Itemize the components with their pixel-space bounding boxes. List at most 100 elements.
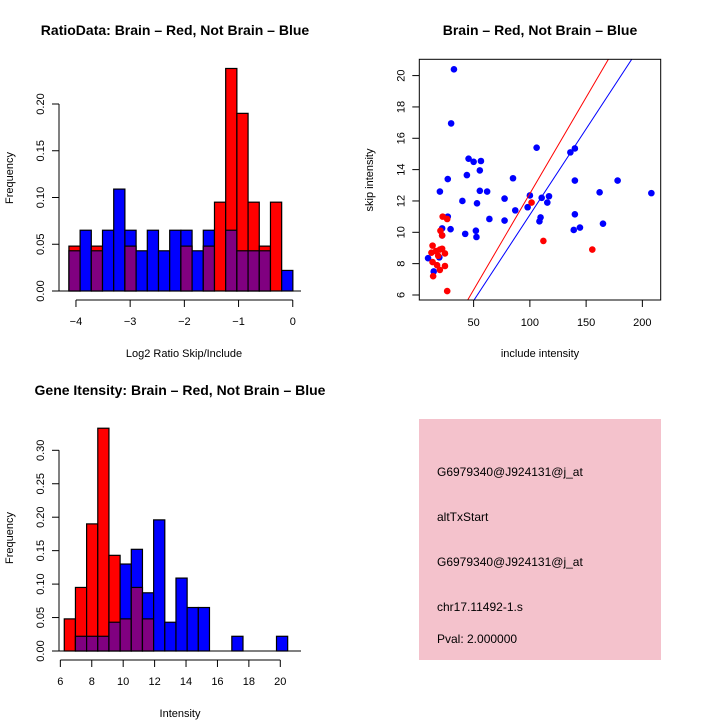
scatter-point-blue: [459, 197, 466, 205]
scatter-point-blue: [424, 254, 432, 262]
scatter-point-red: [443, 287, 451, 295]
intensity-hist-x-tick-label: 14: [180, 676, 192, 688]
gene-intensity-histogram-ylabel: Frequency: [4, 512, 16, 564]
ratio-hist-bar: [79, 229, 92, 292]
scatter-y-tick-label: 18: [395, 101, 407, 113]
ratio-hist-x-tick-label: −3: [124, 316, 137, 328]
ratio-hist-bar: [269, 201, 283, 292]
scatter-point-blue: [501, 195, 508, 202]
info-pval: Pval: 2.000000: [437, 632, 517, 646]
ratio-hist-bar: [157, 250, 171, 292]
intensity-hist-y-tick-label: 0.05: [35, 607, 47, 628]
scatter-y-tick-label: 12: [395, 195, 407, 207]
scatter-y-tick-label: 10: [395, 226, 407, 238]
scatter-point-red: [441, 250, 449, 257]
ratio-hist-bar: [213, 201, 227, 292]
fit-line-red: [467, 59, 609, 300]
ratio-hist-y-tick-label: 0.05: [35, 234, 47, 255]
ratio-histogram-title: RatioData: Brain – Red, Not Brain – Blue: [41, 22, 310, 38]
scatter-point-blue: [473, 200, 481, 207]
ratio-hist-x-tick-label: −2: [178, 316, 191, 328]
intensity-hist-bar: [197, 606, 211, 652]
ratio-hist-y-tick-label: 0.15: [35, 140, 47, 161]
scatter-point-blue: [461, 230, 469, 238]
intensity-hist-bar: [275, 635, 289, 652]
intensity-hist-overlap-bar: [108, 621, 121, 652]
scatter-y-tick-label: 16: [395, 132, 407, 144]
scatter-point-blue: [470, 158, 477, 166]
scatter-point-blue: [463, 171, 471, 179]
scatter-point-blue: [571, 210, 579, 218]
intensity-hist-overlap-bar: [86, 635, 99, 652]
scatter-point-blue: [476, 167, 484, 174]
scatter-point-blue: [614, 177, 621, 184]
scatter-point-blue: [472, 227, 480, 235]
info-location: chr17.11492-1.s: [437, 600, 523, 614]
scatter-point-blue: [648, 189, 655, 197]
ratio-hist-bar: [281, 269, 294, 292]
ratio-hist-overlap-bar: [90, 250, 104, 292]
scatter-point-blue: [571, 177, 579, 184]
intensity-hist-bar: [175, 577, 188, 652]
intensity-hist-x-tick-label: 12: [148, 676, 160, 688]
scatter-y-tick-label: 8: [395, 261, 407, 267]
ratio-hist-x-tick-label: −4: [70, 316, 83, 328]
scatter-point-red: [443, 215, 451, 223]
intensity-hist-overlap-bar: [74, 635, 88, 652]
intensity-hist-bar: [231, 635, 244, 652]
scatter-point-blue: [570, 226, 578, 234]
ratio-hist-bar: [113, 188, 126, 292]
intensity-hist-bar: [86, 523, 99, 652]
scatter-point-blue: [544, 199, 551, 206]
intensity-hist-bar: [153, 519, 166, 652]
intensity-scatter: Brain – Red, Not Brain – Blue include in…: [364, 22, 662, 360]
scatter-point-blue: [509, 174, 517, 182]
ratio-hist-overlap-bar: [225, 229, 238, 292]
intensity-hist-bar: [186, 606, 199, 652]
scatter-point-blue: [576, 224, 584, 231]
scatter-point-blue: [536, 218, 543, 225]
scatter-x-tick-label: 100: [521, 317, 539, 329]
scatter-y-tick-label: 20: [395, 69, 407, 81]
ratio-histogram-ylabel: Frequency: [4, 152, 16, 204]
ratio-hist-x-tick-label: 0: [290, 316, 296, 328]
scatter-point-red: [429, 242, 436, 249]
info-panel: G6979340@J924131@j_at altTxStart G697934…: [419, 419, 661, 660]
scatter-point-blue: [444, 175, 452, 183]
info-probe-id: G6979340@J924131@j_at: [437, 465, 583, 479]
ratio-hist-bar: [135, 250, 148, 292]
scatter-y-tick-label: 14: [395, 163, 407, 175]
intensity-scatter-ylabel: skip intensity: [364, 148, 376, 211]
ratio-hist-overlap-bar: [236, 250, 249, 292]
intensity-hist-overlap-bar: [97, 635, 110, 652]
gene-intensity-histogram-title: Gene Itensity: Brain – Red, Not Brain – …: [35, 382, 326, 398]
intensity-hist-overlap-bar: [130, 586, 144, 652]
intensity-hist-x-tick-label: 18: [243, 676, 255, 688]
scatter-point-blue: [447, 225, 454, 233]
scatter-point-blue: [486, 215, 493, 223]
intensity-hist-x-tick-label: 16: [211, 676, 223, 688]
scatter-point-blue: [571, 145, 579, 152]
intensity-hist-overlap-bar: [141, 618, 155, 652]
ratio-histogram-xlabel: Log2 Ratio Skip/Include: [126, 348, 242, 360]
scatter-plot-box: [418, 58, 662, 301]
ratio-hist-bar: [191, 250, 204, 292]
intensity-hist-y-tick-label: 0.20: [35, 506, 47, 527]
ratio-hist-y-tick-label: 0.00: [35, 280, 47, 301]
intensity-hist-y-tick-label: 0.15: [35, 540, 47, 561]
intensity-hist-x-tick-label: 10: [117, 676, 129, 688]
scatter-point-blue: [524, 203, 531, 211]
intensity-hist-bar: [97, 427, 110, 652]
scatter-x-tick-label: 50: [468, 317, 480, 329]
scatter-point-red: [429, 272, 437, 280]
scatter-point-blue: [476, 187, 484, 195]
gene-intensity-histogram-xlabel: Intensity: [160, 708, 201, 720]
intensity-hist-bar: [63, 618, 77, 652]
ratio-hist-y-tick-label: 0.10: [35, 187, 47, 208]
scatter-point-blue: [511, 207, 519, 214]
info-panel-background: [419, 419, 661, 660]
scatter-point-blue: [473, 233, 480, 241]
ratio-hist-overlap-bar: [202, 245, 216, 292]
scatter-point-blue: [533, 144, 540, 151]
intensity-hist-y-tick-label: 0.00: [35, 640, 47, 661]
